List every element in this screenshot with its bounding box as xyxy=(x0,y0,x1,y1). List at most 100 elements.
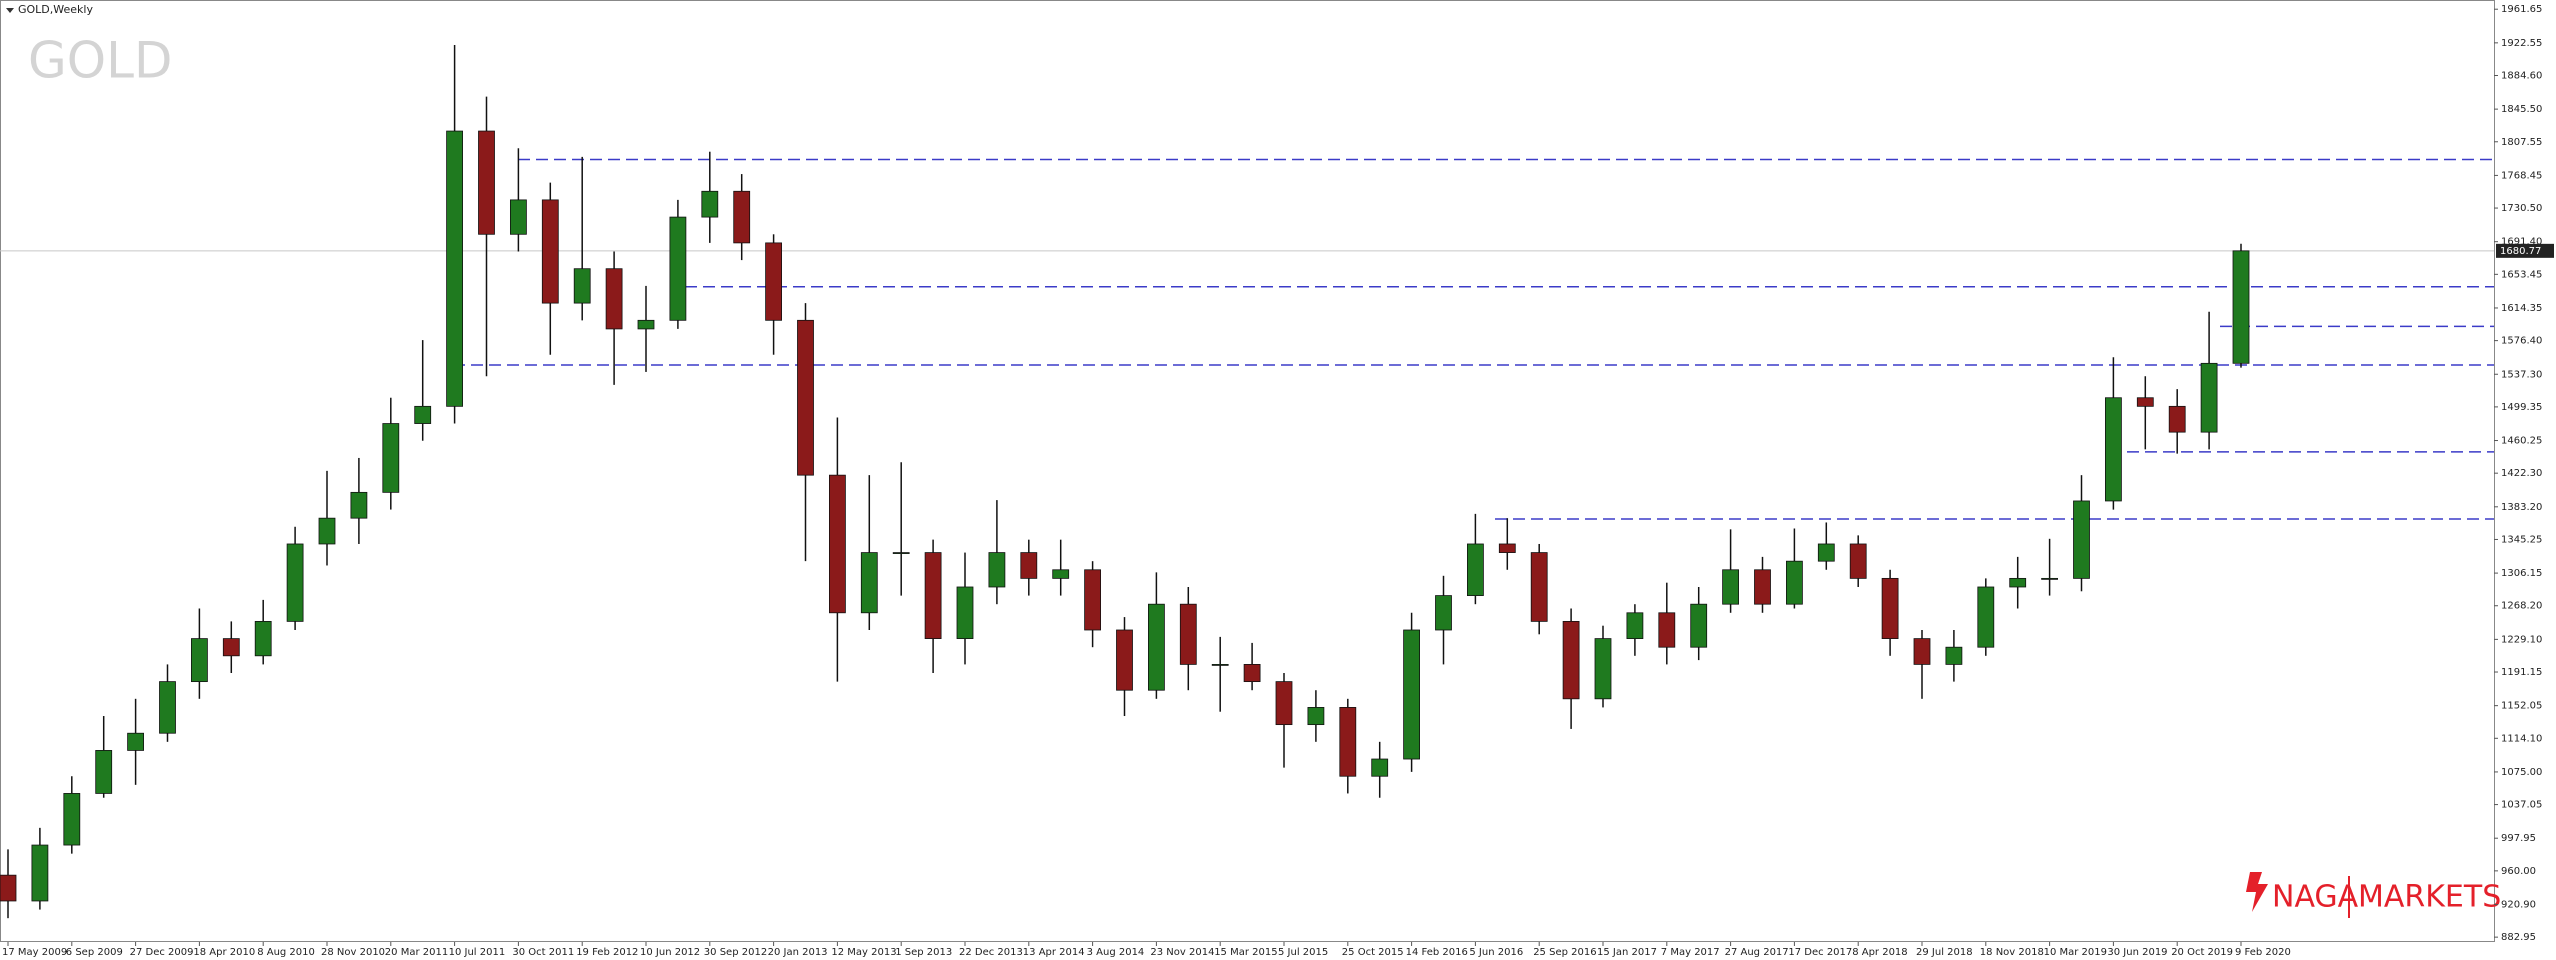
candle-body xyxy=(1913,638,1931,665)
candle-body xyxy=(63,793,81,846)
candle-body xyxy=(924,552,942,639)
candle-body xyxy=(1530,552,1548,622)
candle-body xyxy=(1084,569,1101,631)
candle-body xyxy=(2104,397,2122,502)
y-tick-label: 1422.30 xyxy=(2501,468,2542,479)
y-tick-label: 1884.60 xyxy=(2501,70,2542,81)
x-tick-label: 14 Feb 2016 xyxy=(1406,947,1468,958)
x-tick-label: 3 Aug 2014 xyxy=(1087,947,1145,958)
x-tick-label: 9 Feb 2020 xyxy=(2235,947,2291,958)
candle-body xyxy=(669,216,687,321)
candle-body xyxy=(2200,362,2218,433)
logo-icon xyxy=(2246,872,2268,912)
x-tick-label: 18 Nov 2018 xyxy=(1980,947,2044,958)
candle-body xyxy=(1275,681,1293,726)
x-tick-label: 29 Jul 2018 xyxy=(1916,947,1973,958)
candle-body xyxy=(860,552,878,614)
x-tick-label: 5 Jun 2016 xyxy=(1469,947,1523,958)
candle-body xyxy=(478,130,495,235)
candle-body xyxy=(95,750,113,794)
x-tick-label: 20 Jan 2013 xyxy=(768,947,828,958)
x-tick-label: 30 Jun 2019 xyxy=(2107,947,2167,958)
x-tick-label: 22 Dec 2013 xyxy=(959,947,1023,958)
candle-body xyxy=(605,268,623,330)
candle-body xyxy=(988,552,1006,588)
y-tick-label: 1383.20 xyxy=(2501,502,2542,513)
candle-body xyxy=(2009,577,2027,588)
y-tick-label: 1730.50 xyxy=(2501,203,2542,214)
plot-frame xyxy=(0,0,2495,942)
x-tick-label: 12 May 2013 xyxy=(831,947,896,958)
candle-body xyxy=(1307,707,1325,726)
candle-body xyxy=(797,319,814,476)
y-tick-label: 1268.20 xyxy=(2501,601,2542,612)
x-tick-label: 17 Dec 2017 xyxy=(1788,947,1852,958)
x-tick-label: 20 Oct 2019 xyxy=(2171,947,2233,958)
candle-body xyxy=(2136,397,2154,407)
y-tick-label: 1537.30 xyxy=(2501,369,2542,380)
candle-body xyxy=(1339,707,1357,777)
y-tick-label: 1152.05 xyxy=(2501,701,2542,712)
candle-body xyxy=(2232,250,2250,364)
y-tick-label: 882.95 xyxy=(2501,932,2536,943)
x-tick-label: 19 Feb 2012 xyxy=(576,947,638,958)
x-tick-label: 25 Sep 2016 xyxy=(1533,947,1596,958)
candle-body xyxy=(892,552,910,554)
candle-body xyxy=(765,242,782,321)
x-tick-label: 7 May 2017 xyxy=(1661,947,1720,958)
x-tick-label: 8 Apr 2018 xyxy=(1852,947,1907,958)
candle-body xyxy=(350,491,368,519)
candle-body xyxy=(1148,603,1165,691)
x-tick-label: 30 Sep 2012 xyxy=(704,947,767,958)
y-tick-label: 1961.65 xyxy=(2501,4,2542,15)
y-tick-label: 1229.10 xyxy=(2501,634,2542,645)
y-tick-label: 1922.55 xyxy=(2501,38,2542,49)
candle-body xyxy=(541,199,559,304)
y-tick-label: 1691.40 xyxy=(2501,237,2542,248)
watermark: GOLD xyxy=(28,32,172,90)
candle-body xyxy=(1881,577,1899,639)
x-tick-label: 8 Aug 2010 xyxy=(257,947,315,958)
y-tick-label: 1460.25 xyxy=(2501,436,2542,447)
candle-body xyxy=(1403,629,1420,760)
y-tick-label: 1807.55 xyxy=(2501,137,2542,148)
candle-body xyxy=(1626,612,1644,639)
candle-body xyxy=(1371,758,1389,777)
y-tick-label: 997.95 xyxy=(2501,833,2536,844)
y-tick-label: 1653.45 xyxy=(2501,269,2542,280)
candle-body xyxy=(414,405,432,424)
x-tick-label: 13 Apr 2014 xyxy=(1023,947,1085,958)
candle-body xyxy=(2041,577,2058,580)
chart-title: GOLD,Weekly xyxy=(18,3,93,16)
y-tick-label: 1114.10 xyxy=(2501,733,2542,744)
candle-body xyxy=(254,620,272,657)
x-tick-label: 27 Dec 2009 xyxy=(130,947,194,958)
menu-arrow xyxy=(6,8,14,13)
x-tick-label: 1 Sep 2013 xyxy=(895,947,952,958)
candle-body xyxy=(1243,664,1261,683)
candle-body xyxy=(701,190,719,218)
x-tick-label: 18 Apr 2010 xyxy=(193,947,255,958)
candle-body xyxy=(1052,569,1070,579)
candle-body xyxy=(2168,405,2186,433)
candle-body xyxy=(446,130,464,407)
candle-body xyxy=(733,190,751,244)
candle-body xyxy=(1977,586,1995,648)
y-tick-label: 920.90 xyxy=(2501,899,2536,910)
x-tick-label: 10 Jul 2011 xyxy=(449,947,506,958)
candle-body xyxy=(1658,612,1676,648)
x-tick-label: 27 Aug 2017 xyxy=(1725,947,1789,958)
candle-body xyxy=(1594,638,1612,700)
candle-body xyxy=(318,517,336,545)
y-tick-label: 1614.35 xyxy=(2501,303,2542,314)
logo-text: NAGA xyxy=(2272,880,2359,915)
candle-body xyxy=(1722,569,1739,605)
candle-body xyxy=(956,586,974,639)
candle-body xyxy=(1467,543,1484,596)
y-tick-label: 1037.05 xyxy=(2501,800,2542,811)
candle-body xyxy=(31,844,49,902)
candle-body xyxy=(1690,603,1708,648)
candle-body xyxy=(1211,664,1229,666)
candle-body xyxy=(573,268,591,304)
